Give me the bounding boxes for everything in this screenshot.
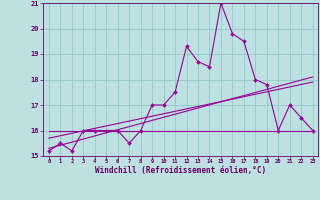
X-axis label: Windchill (Refroidissement éolien,°C): Windchill (Refroidissement éolien,°C) — [95, 166, 266, 175]
